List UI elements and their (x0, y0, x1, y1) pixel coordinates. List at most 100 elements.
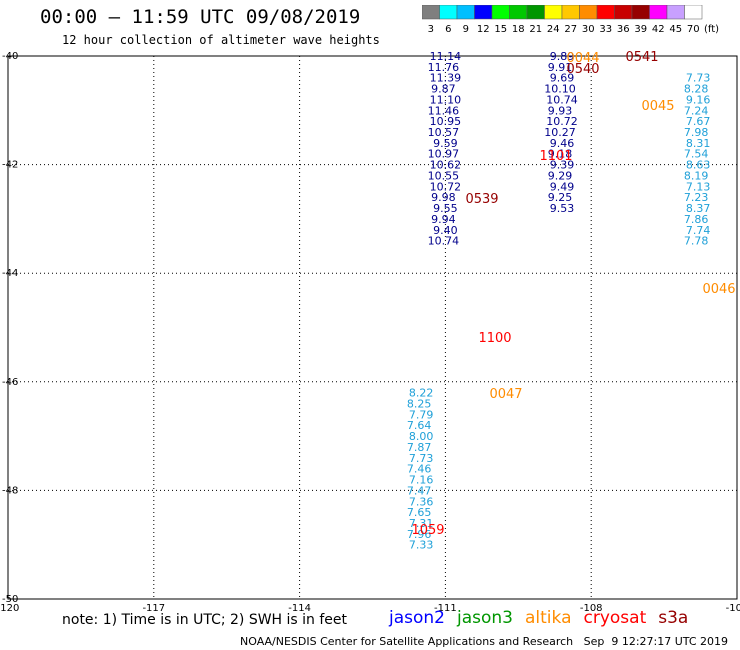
colorbar-unit: (ft) (704, 24, 719, 35)
wave-height-label: 7.98 (684, 126, 709, 139)
legend-item-cryosat: cryosat (583, 608, 647, 628)
wave-height-label: 7.47 (407, 484, 432, 497)
colorbar-tick-label: 21 (529, 24, 542, 35)
wave-height-label: 10.97 (428, 148, 460, 161)
x-tick-label: -105 (726, 603, 740, 614)
x-tick-label: -117 (142, 603, 165, 614)
wave-height-label: 11.14 (430, 50, 462, 63)
time-label: 1101 (539, 149, 572, 164)
wave-height-label: 7.86 (684, 213, 709, 226)
wave-height-label: 11.76 (428, 61, 460, 74)
wave-height-label: 7.64 (407, 419, 432, 432)
colorbar-tick-label: 24 (547, 24, 560, 35)
colorbar-tick-label: 70 (687, 24, 700, 35)
wave-height-label: 9.59 (433, 137, 458, 150)
time-label: 0046 (702, 282, 735, 297)
wave-height-label: 8.22 (409, 387, 434, 400)
wave-height-label: 7.79 (409, 408, 434, 421)
chart-subtitle: 12 hour collection of altimeter wave hei… (62, 33, 380, 47)
colorbar-tick-label: 36 (617, 24, 630, 35)
colorbar-tick-label: 27 (564, 24, 577, 35)
wave-height-label: 10.74 (428, 235, 460, 248)
wave-height-label: 9.87 (431, 83, 456, 96)
wave-height-label: 8.63 (686, 159, 711, 172)
wave-height-label: 9.49 (550, 180, 575, 193)
wave-height-label: 7.24 (684, 104, 709, 117)
colorbar-tick-label: 39 (634, 24, 647, 35)
wave-height-label: 9.29 (548, 169, 573, 182)
wave-height-label: 9.69 (550, 72, 575, 85)
wave-height-label: 8.31 (686, 137, 711, 150)
y-tick-label: -44 (2, 268, 18, 279)
wave-height-label: 7.78 (684, 235, 709, 248)
wave-height-label: 9.39 (550, 159, 575, 172)
colorbar-tick-label: 42 (652, 24, 665, 35)
wave-height-label: 9.18 (548, 148, 573, 161)
wave-height-label: 11.46 (428, 104, 460, 117)
wave-height-label: 9.46 (550, 137, 575, 150)
wave-height-label: 9.55 (433, 202, 458, 215)
time-label: 0044 (566, 51, 599, 66)
wave-height-label: 11.10 (430, 93, 462, 106)
wave-height-label: 8.28 (684, 83, 709, 96)
wave-height-label: 7.73 (686, 72, 711, 85)
wave-height-label: 7.13 (686, 180, 711, 193)
colorbar-tick-label: 12 (477, 24, 490, 35)
wave-height-label: 7.87 (407, 441, 432, 454)
colorbar-tick-label: 6 (445, 24, 451, 35)
y-tick-label: -42 (2, 160, 18, 171)
colorbar: 3 6 9 12 15 18 21 24 27 30 33 36 39 42 45 70 (ft) (422, 5, 719, 35)
x-tick-label: -111 (434, 603, 457, 614)
wave-height-label: 7.31 (409, 517, 434, 530)
wave-height-label: 10.57 (428, 126, 460, 139)
legend-item-jason3: jason3 (457, 608, 513, 628)
wave-height-label: 10.27 (544, 126, 576, 139)
y-tick-label: -40 (2, 51, 18, 62)
wave-height-label: 7.16 (409, 474, 434, 487)
wave-height-label: 9.40 (433, 224, 458, 237)
time-label: 0539 (465, 192, 498, 207)
time-label: 0047 (489, 387, 522, 402)
wave-height-label: 9.25 (548, 191, 573, 204)
wave-height-label: 9.89 (550, 50, 575, 63)
colorbar-tick-label: 18 (512, 24, 525, 35)
wave-height-label: 10.10 (544, 83, 576, 96)
time-label: 0045 (641, 99, 674, 114)
wave-height-label: 10.72 (546, 115, 578, 128)
legend-item-s3a: s3a (658, 608, 689, 628)
time-label: 0541 (625, 50, 658, 65)
wave-height-label: 9.94 (431, 213, 456, 226)
wave-height-label: 10.74 (546, 93, 578, 106)
wave-height-label: 7.46 (407, 463, 432, 476)
colorbar-tick-label: 9 (463, 24, 469, 35)
wave-height-label: 8.19 (684, 169, 709, 182)
x-tick-label: -120 (0, 603, 19, 614)
y-tick-label: -48 (2, 485, 18, 496)
wave-height-label: 8.00 (409, 430, 434, 443)
wave-height-label: 7.33 (409, 539, 434, 552)
wave-height-label: 7.73 (409, 452, 434, 465)
wave-height-label: 7.36 (409, 495, 434, 508)
x-tick-label: -114 (288, 603, 311, 614)
wave-height-label: 7.65 (407, 506, 432, 519)
y-tick-label: -50 (2, 594, 18, 605)
wave-height-label: 8.37 (686, 202, 711, 215)
wave-height-label: 7.54 (684, 148, 709, 161)
plot-frame (7, 55, 738, 600)
legend-item-jason2: jason2 (389, 608, 445, 628)
colorbar-tick-label: 15 (494, 24, 507, 35)
wave-height-label: 9.93 (548, 104, 573, 117)
colorbar-tick-label: 45 (669, 24, 682, 35)
wave-height-label: 10.95 (430, 115, 462, 128)
wave-height-label: 10.55 (428, 169, 460, 182)
wave-height-label: 7.96 (407, 528, 432, 541)
colorbar-tick-label: 33 (599, 24, 612, 35)
colorbar-swatch (684, 5, 703, 20)
credit-line: NOAA/NESDIS Center for Satellite Applica… (240, 635, 729, 648)
wave-height-label: 10.62 (430, 159, 462, 172)
time-label: 0540 (566, 62, 599, 77)
x-tick-label: -108 (580, 603, 603, 614)
wave-height-label: 8.25 (407, 398, 432, 411)
wave-height-label: 9.16 (686, 93, 711, 106)
